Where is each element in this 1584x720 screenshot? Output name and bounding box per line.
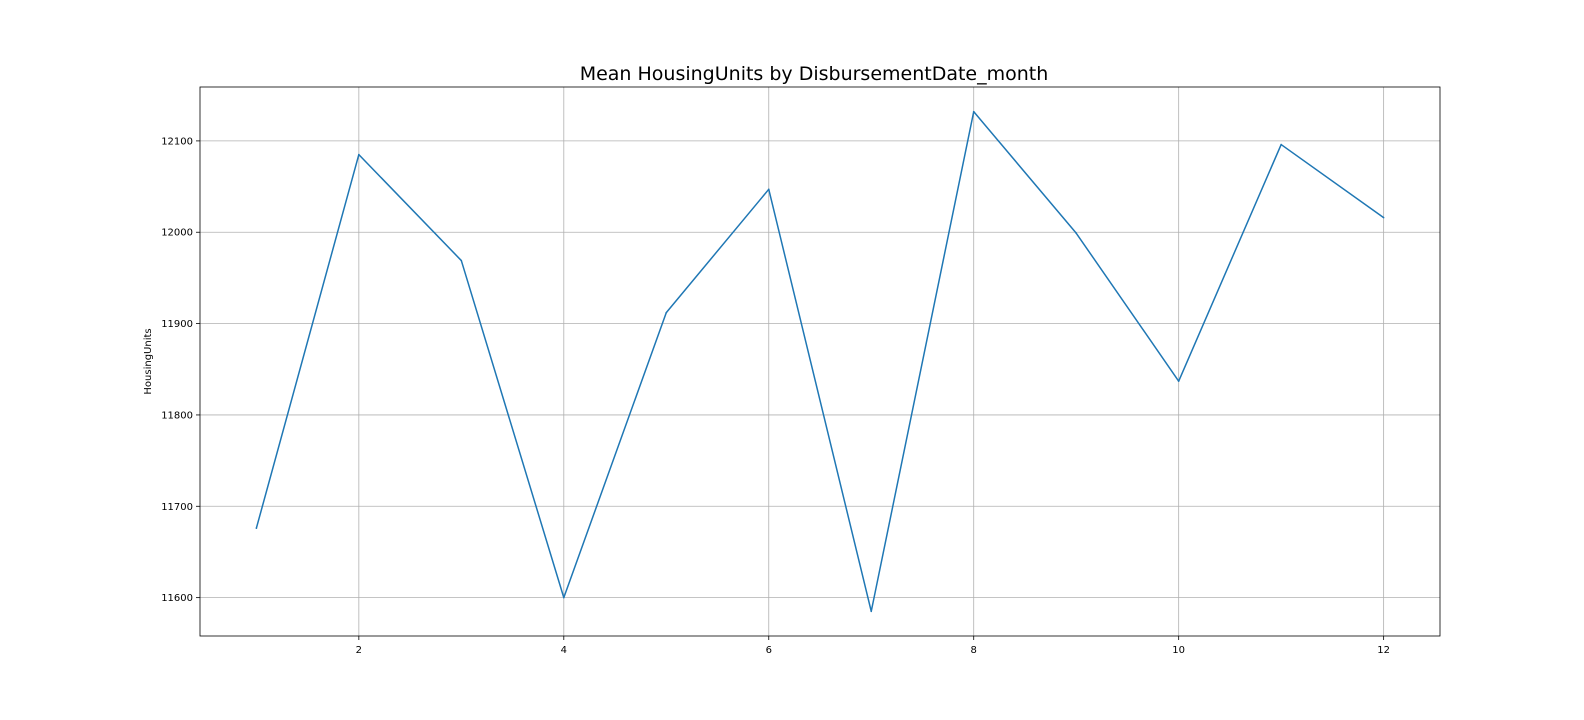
x-tick-label: 8 (971, 645, 977, 656)
data-point (358, 153, 360, 156)
data-point (1280, 143, 1282, 146)
x-tick-label: 4 (561, 645, 567, 656)
y-axis: 11600 11700 11800 11900 12000 12100 (161, 136, 200, 604)
series-layer (255, 110, 1385, 613)
data-point (563, 596, 565, 599)
x-tick-label: 10 (1172, 645, 1185, 656)
y-tick-label: 12100 (161, 136, 193, 147)
series-line-0 (255, 110, 1385, 613)
data-point (255, 527, 258, 530)
data-point (665, 311, 668, 314)
data-point (767, 188, 770, 191)
y-tick-label: 11900 (161, 319, 193, 330)
x-tick-label: 12 (1377, 645, 1390, 656)
data-point (972, 110, 975, 113)
plot-frame (199, 86, 1441, 637)
y-tick-label: 11600 (161, 593, 193, 604)
grid (200, 87, 1440, 636)
data-point (460, 259, 463, 262)
y-axis-title: HousingUnits (143, 328, 154, 394)
x-tick-label: 2 (356, 645, 362, 656)
y-tick-label: 11800 (161, 410, 193, 421)
data-point (1075, 232, 1077, 234)
chart-title: Mean HousingUnits by DisbursementDate_mo… (580, 63, 1049, 85)
y-tick-label: 12000 (161, 228, 193, 239)
data-point (1382, 216, 1385, 219)
x-tick-label: 6 (766, 645, 772, 656)
y-tick-label: 11700 (161, 502, 193, 513)
data-point (870, 610, 873, 613)
data-point (1177, 380, 1180, 382)
x-axis: 2 4 6 8 10 12 (356, 636, 1390, 656)
